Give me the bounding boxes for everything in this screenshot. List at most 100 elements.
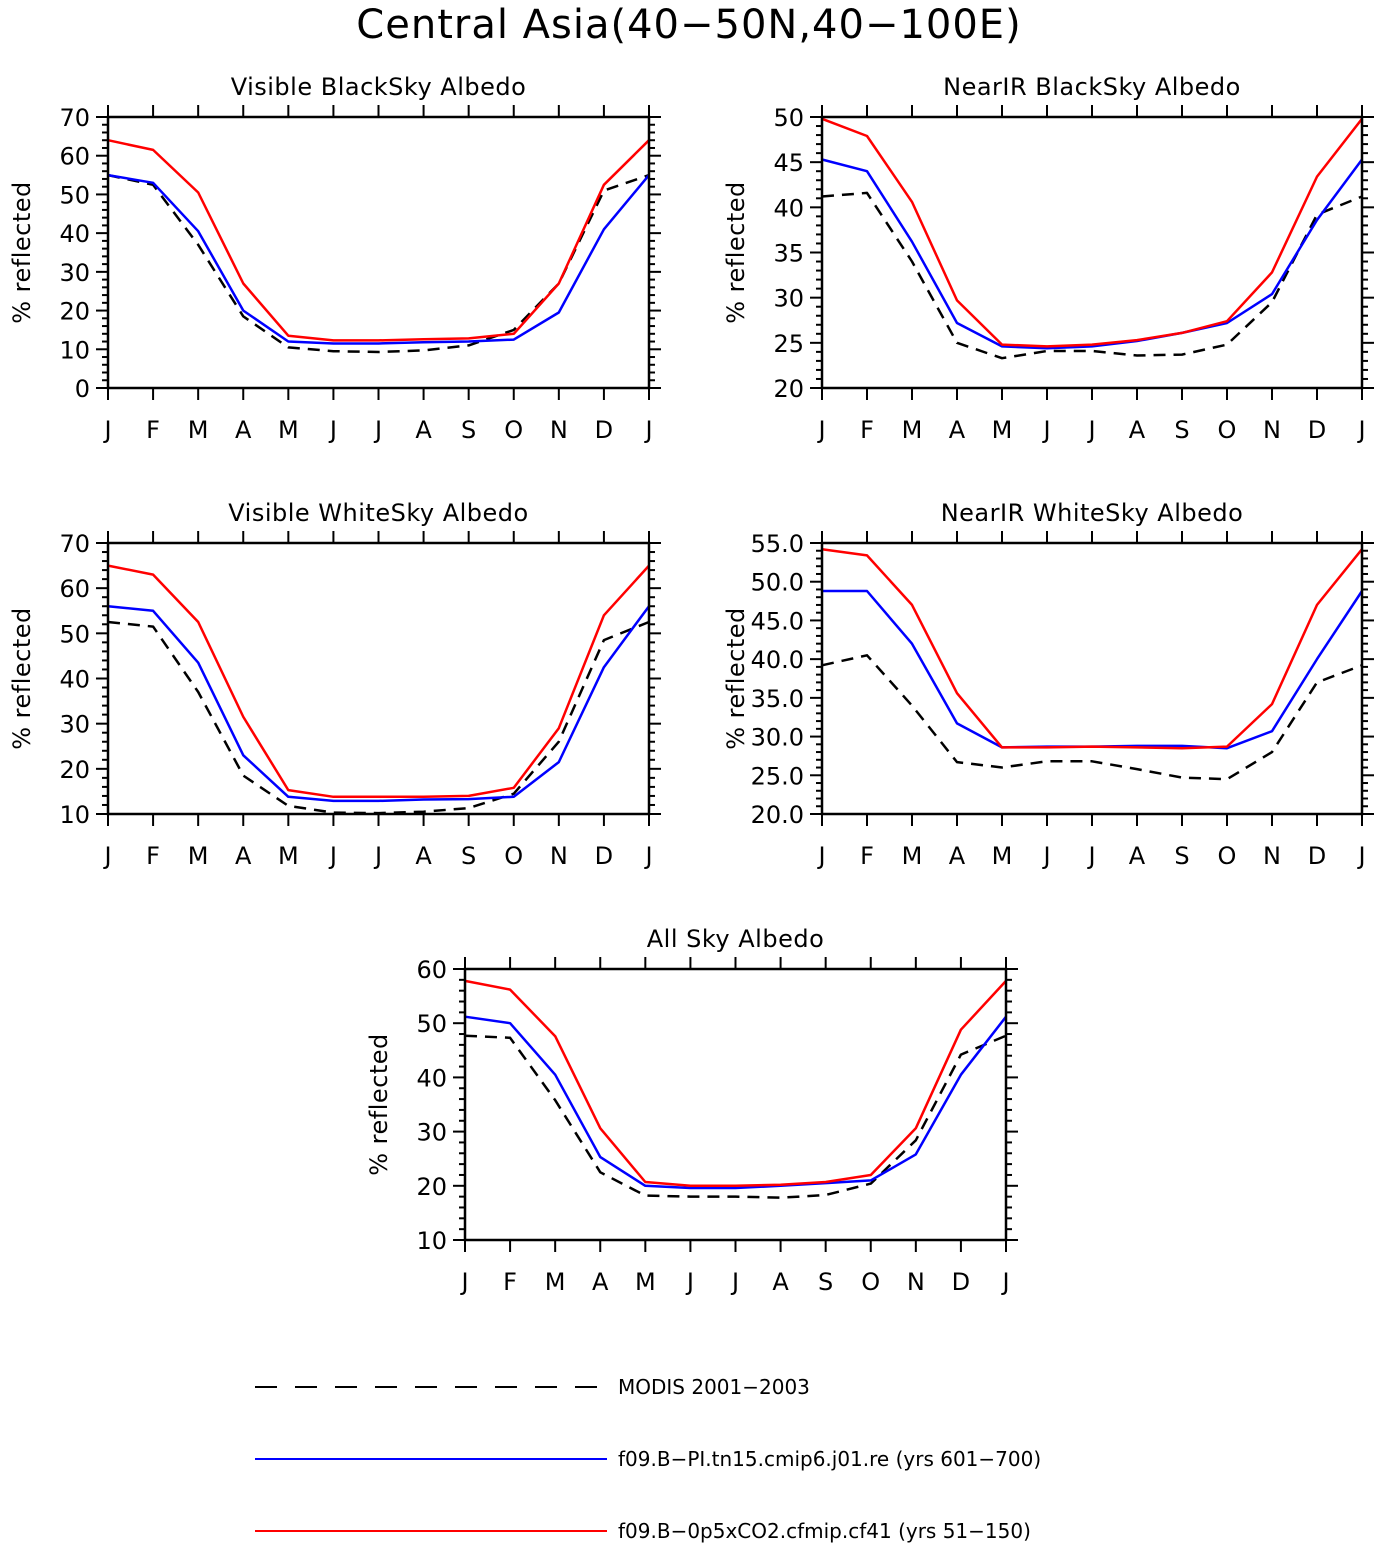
x-tick-label: S [461,842,476,870]
x-tick-label: O [861,1268,880,1296]
x-tick-label: N [1263,416,1281,444]
series-line-co2 [821,547,1363,750]
x-tick-label: O [504,416,523,444]
x-tick-label: M [188,416,209,444]
x-tick-label: F [860,416,874,444]
y-tick-label: 20 [773,375,804,403]
y-tick-label: 0 [75,375,90,403]
y-tick-label: 45.0 [751,607,804,635]
chart-visible-whitesky: Visible WhiteSky Albedo % reflected 10 20 30… [8,499,661,870]
x-tick-label: J [730,1268,739,1296]
x-tick-label: A [1129,416,1146,444]
x-tick-label: J [643,416,652,444]
x-tick-label: O [1218,842,1237,870]
x-tick-label: J [1356,842,1365,870]
legend: MODIS 2001−2003 f09.B−PI.tn15.cmip6.j01.… [255,1375,1041,1543]
x-tick-label: M [992,842,1013,870]
series-line-modis [821,191,1363,360]
series-line-pi [822,589,1364,750]
panel-title: All Sky Albedo [647,925,825,953]
x-tick-label: J [1041,842,1050,870]
x-tick-label: J [643,842,652,870]
y-tick-label: 20 [59,756,90,784]
series-line-co2 [107,564,650,799]
x-tick-label: J [1356,416,1365,444]
x-tick-label: J [328,416,337,444]
x-tick-label: A [949,842,966,870]
y-tick-label: 20 [59,298,90,326]
x-tick-label: J [459,1268,468,1296]
x-tick-label: M [545,1268,566,1296]
x-tick-label: F [860,842,874,870]
series-line-co2 [107,138,650,342]
plot-frame [106,115,651,390]
series-line-pi [821,158,1364,350]
x-tick-label: A [415,416,432,444]
panel-title: NearIR WhiteSky Albedo [941,499,1244,527]
x-tick-label: J [102,842,111,870]
y-tick-label: 25.0 [751,762,804,790]
x-tick-label: S [818,1268,833,1296]
x-tick-label: J [685,1268,694,1296]
y-tick-label: 40 [59,666,90,694]
y-tick-label: 30 [59,711,90,739]
figure-title: Central Asia(40−50N,40−100E) [356,2,1021,48]
x-tick-label: M [278,416,299,444]
x-tick-label: J [1041,416,1050,444]
series-line-modis [821,654,1363,781]
y-tick-label: 10 [59,336,90,364]
x-tick-label: J [816,842,825,870]
y-tick-label: 50.0 [751,569,804,597]
x-tick-label: A [415,842,432,870]
y-tick-label: 20.0 [751,801,804,829]
y-axis-label: % reflected [365,1033,393,1176]
y-tick-label: 40 [59,220,90,248]
legend-label-pi: f09.B−PI.tn15.cmip6.j01.re (yrs 601−700) [618,1447,1041,1471]
panel-title: NearIR BlackSky Albedo [943,73,1241,101]
y-tick-label: 60 [59,143,90,171]
series-line-co2 [464,979,1007,1188]
y-tick-label: 70 [59,104,90,132]
series-line-pi [464,1015,1007,1190]
x-tick-label: J [373,842,382,870]
x-tick-label: M [902,416,923,444]
series-line-modis [107,173,650,354]
y-tick-label: 10 [416,1227,447,1255]
x-tick-label: D [595,842,613,870]
y-tick-label: 30 [773,285,804,313]
x-tick-label: F [146,416,160,444]
y-tick-label: 30 [59,259,90,287]
y-tick-label: 50 [59,620,90,648]
y-tick-label: 40 [416,1064,447,1092]
x-tick-label: J [373,416,382,444]
x-tick-label: J [328,842,337,870]
y-axis-label: % reflected [8,181,36,324]
series-line-pi [107,173,650,345]
y-tick-label: 45 [773,149,804,177]
x-tick-label: N [907,1268,925,1296]
y-tick-label: 40 [773,194,804,222]
x-tick-label: M [188,842,209,870]
x-tick-label: A [772,1268,789,1296]
y-tick-label: 70 [59,530,90,558]
x-tick-label: D [952,1268,970,1296]
x-tick-label: D [1308,842,1326,870]
x-tick-label: J [1086,416,1095,444]
x-tick-label: A [949,416,966,444]
panel-title: Visible BlackSky Albedo [231,73,527,101]
x-tick-label: D [1308,416,1326,444]
y-tick-label: 30.0 [751,724,804,752]
x-tick-label: A [235,842,252,870]
x-tick-label: O [1218,416,1237,444]
panel-title: Visible WhiteSky Albedo [228,499,528,527]
y-axis-label: % reflected [722,607,750,750]
series-line-modis [464,1034,1007,1199]
plot-frame [106,541,651,816]
x-tick-label: M [278,842,299,870]
x-tick-label: J [102,416,111,444]
x-tick-label: M [992,416,1013,444]
y-tick-label: 40.0 [751,646,804,674]
legend-label-co2: f09.B−0p5xCO2.cfmip.cf41 (yrs 51−150) [618,1519,1031,1543]
series-line-pi [107,604,651,803]
